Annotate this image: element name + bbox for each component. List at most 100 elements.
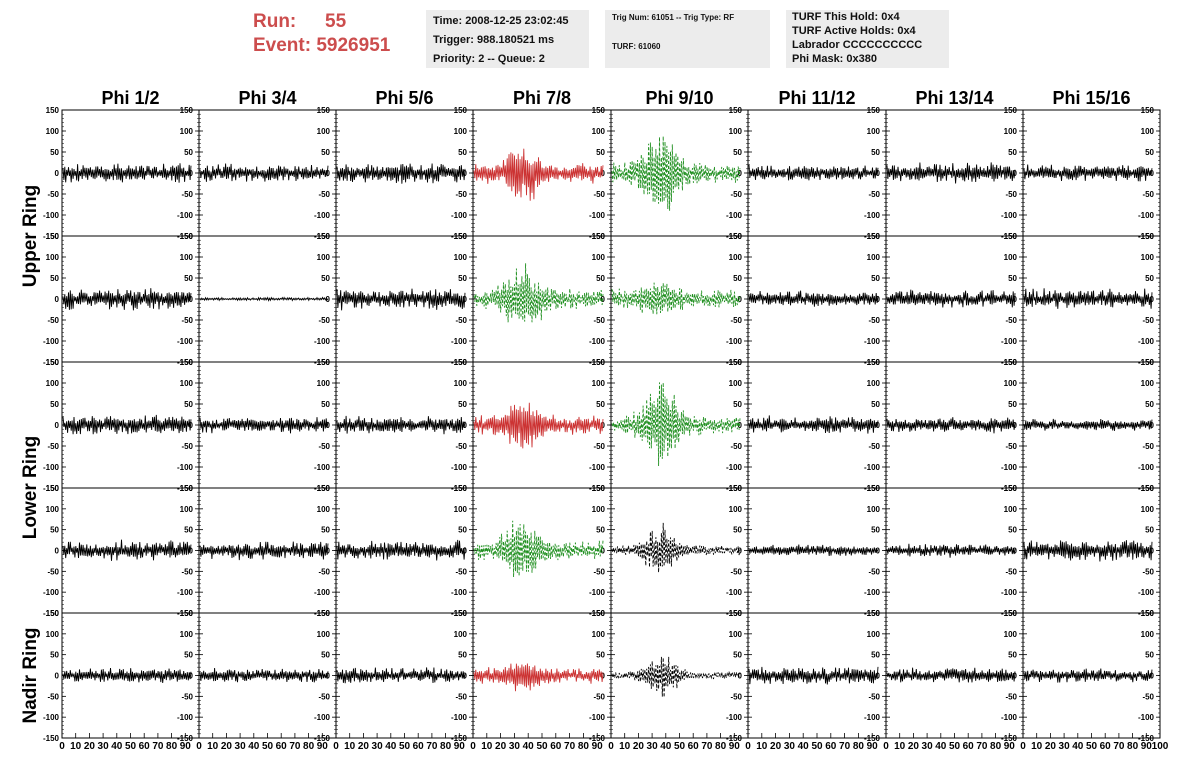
y-tick-label: 150	[454, 232, 468, 241]
waveform-trace	[1023, 540, 1153, 562]
waveform-trace	[748, 666, 879, 685]
waveform-trace	[611, 382, 741, 467]
y-tick-label: 50	[596, 148, 605, 157]
y-tick-label: 50	[458, 274, 467, 283]
y-tick-label: 0	[1013, 295, 1018, 304]
y-tick-label: 100	[46, 505, 60, 514]
x-tick-label: 30	[509, 741, 521, 752]
y-tick-label: 0	[876, 421, 881, 430]
y-tick-label: 150	[729, 358, 743, 367]
column-header: Phi 9/10	[645, 88, 713, 108]
y-tick-label: 0	[463, 295, 468, 304]
y-tick-label: -150	[43, 232, 60, 241]
y-tick-label: 50	[184, 400, 193, 409]
y-tick-label: -50	[1005, 692, 1017, 701]
y-tick-label: 100	[1141, 253, 1155, 262]
x-tick-label: 90	[180, 741, 192, 752]
y-tick-label: -100	[726, 588, 743, 597]
turf-info-box: TURF This Hold: 0x4 TURF Active Holds: 0…	[786, 10, 949, 68]
y-tick-label: 50	[871, 274, 880, 283]
y-tick-label: -100	[864, 337, 881, 346]
y-tick-label: 50	[733, 651, 742, 660]
y-tick-label: 150	[1004, 358, 1018, 367]
y-tick-label: 0	[326, 672, 331, 681]
turf-text: TURF: 61060	[612, 42, 661, 51]
y-tick-label: 150	[867, 609, 881, 618]
y-tick-label: 100	[317, 505, 331, 514]
column-header: Phi 7/8	[513, 88, 571, 108]
waveform-trace	[748, 164, 879, 181]
trig-num-text: Trig Num: 61051 -- Trig Type: RF	[612, 13, 735, 22]
y-tick-label: -100	[1001, 463, 1018, 472]
x-tick-label: 0	[333, 741, 339, 752]
y-tick-label: -100	[864, 211, 881, 220]
waveform-trace	[199, 541, 329, 561]
x-tick-label: 10	[70, 741, 82, 752]
x-tick-label: 90	[592, 741, 604, 752]
x-tick-label: 50	[674, 741, 686, 752]
x-tick-label: 0	[196, 741, 202, 752]
y-tick-label: 0	[1150, 547, 1155, 556]
waveform-trace	[62, 668, 192, 684]
y-tick-label: 100	[729, 127, 743, 136]
y-tick-label: 150	[46, 484, 60, 493]
x-tick-label: 30	[1059, 741, 1071, 752]
y-tick-label: 0	[326, 421, 331, 430]
x-tick-label: 40	[798, 741, 810, 752]
y-tick-label: -50	[1142, 442, 1154, 451]
y-tick-label: 50	[733, 526, 742, 535]
y-tick-label: -100	[43, 588, 60, 597]
y-tick-label: -50	[1005, 316, 1017, 325]
y-tick-label: 150	[46, 106, 60, 115]
x-tick-label: 70	[289, 741, 301, 752]
y-tick-label: -100	[589, 713, 606, 722]
y-tick-label: -100	[1001, 337, 1018, 346]
y-tick-label: 100	[592, 630, 606, 639]
x-tick-label: 10	[756, 741, 768, 752]
x-tick-label: 50	[125, 741, 137, 752]
waveform-trace	[886, 162, 1016, 184]
y-tick-label: 150	[317, 484, 331, 493]
y-tick-label: -100	[43, 337, 60, 346]
y-tick-label: 100	[454, 253, 468, 262]
y-tick-label: 0	[738, 295, 743, 304]
y-tick-label: 100	[454, 379, 468, 388]
x-tick-label: 90	[454, 741, 466, 752]
y-tick-label: 150	[592, 232, 606, 241]
y-tick-label: 50	[1008, 651, 1017, 660]
y-tick-label: -100	[314, 588, 331, 597]
y-tick-label: -100	[314, 211, 331, 220]
y-tick-label: 50	[1145, 274, 1154, 283]
y-tick-label: -100	[451, 337, 468, 346]
x-tick-label: 10	[1031, 741, 1043, 752]
y-tick-label: -150	[1001, 734, 1018, 743]
y-tick-label: 150	[46, 358, 60, 367]
y-tick-label: 0	[55, 295, 60, 304]
y-tick-label: 0	[876, 672, 881, 681]
row-label: Nadir Ring	[20, 627, 41, 723]
waveform-trace	[1023, 668, 1153, 683]
y-tick-label: 100	[1004, 253, 1018, 262]
y-tick-label: -50	[318, 567, 330, 576]
y-tick-label: -100	[177, 463, 194, 472]
y-tick-label: -100	[864, 463, 881, 472]
y-tick-label: -100	[589, 211, 606, 220]
x-tick-label: 80	[715, 741, 727, 752]
y-tick-label: 150	[180, 232, 194, 241]
y-tick-label: 100	[180, 379, 194, 388]
waveform-trace	[336, 288, 466, 311]
y-tick-label: -100	[451, 588, 468, 597]
y-tick-label: -50	[181, 567, 193, 576]
y-tick-label: 100	[454, 505, 468, 514]
y-tick-label: 0	[55, 672, 60, 681]
y-tick-label: -100	[177, 211, 194, 220]
row-label: Upper Ring	[20, 185, 41, 287]
y-tick-label: -100	[726, 463, 743, 472]
y-tick-label: -100	[1138, 211, 1155, 220]
y-tick-label: 150	[1004, 484, 1018, 493]
y-tick-label: 150	[1141, 106, 1155, 115]
x-tick-label: 10	[894, 741, 906, 752]
y-tick-label: 100	[1004, 379, 1018, 388]
y-tick-label: 150	[1004, 609, 1018, 618]
waveform-trace	[473, 148, 604, 201]
